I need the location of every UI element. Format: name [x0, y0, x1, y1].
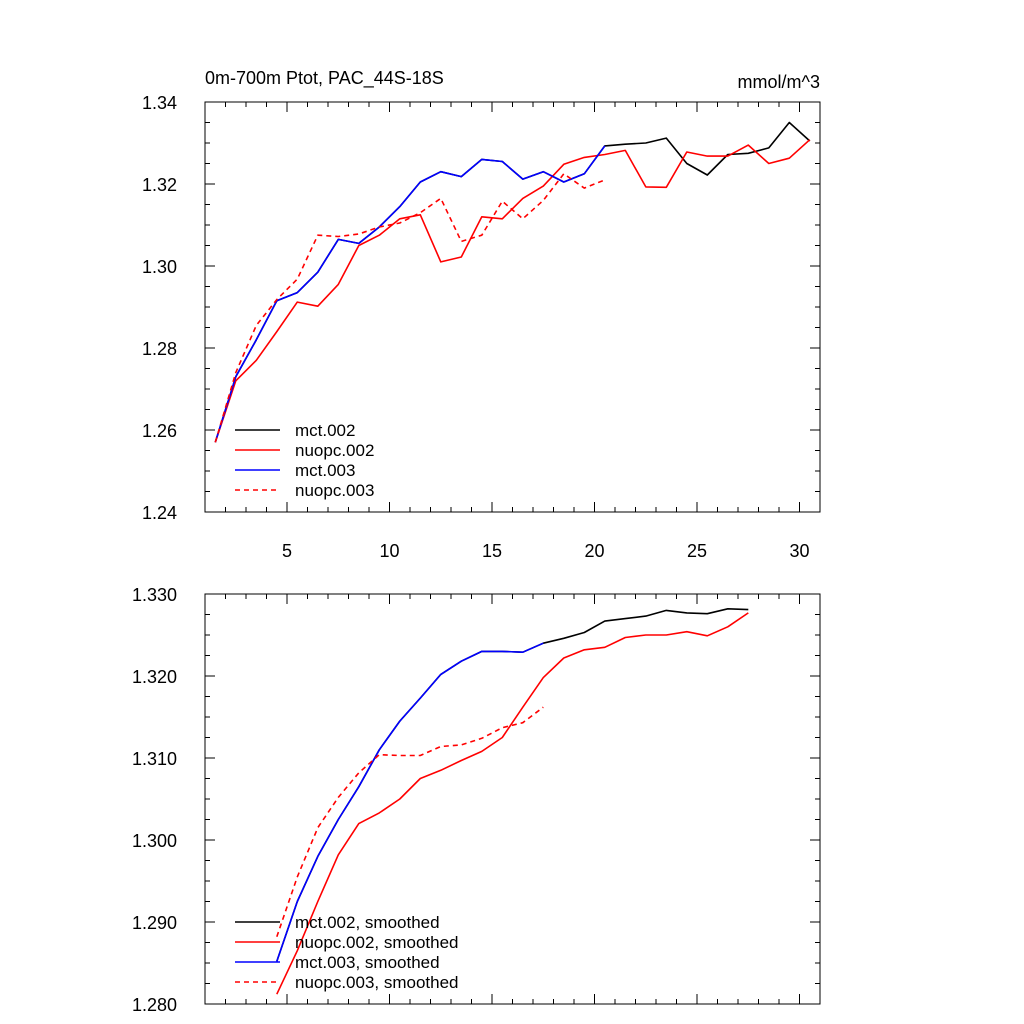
- legend-label: mct.002, smoothed: [295, 913, 440, 932]
- y-tick-label: 1.330: [132, 585, 177, 605]
- chart-panel-1: 5 10 15 20 25 30 1.24 1.26 1.28 1.30 1.32 1.34 0m-70…: [142, 68, 821, 561]
- legend-label: mct.003: [295, 461, 355, 480]
- y-tick-label: 1.26: [142, 421, 177, 441]
- legend-label: mct.002: [295, 421, 355, 440]
- y-tick-label: 1.280: [132, 995, 177, 1015]
- series-line-3: [214, 145, 606, 443]
- legend-label: nuopc.003, smoothed: [295, 973, 459, 992]
- y-tick-label: 1.290: [132, 913, 177, 933]
- y-tick-label: 1.310: [132, 749, 177, 769]
- legend-label: mct.003, smoothed: [295, 953, 440, 972]
- y-tick-label: 1.24: [142, 503, 177, 523]
- series-line-1: [276, 607, 749, 962]
- y-tick-label: 1.34: [142, 93, 177, 113]
- legend-label: nuopc.002: [295, 441, 374, 460]
- x-tick-label: 10: [379, 541, 399, 561]
- series-line-4: [214, 173, 606, 443]
- x-tick-label: 5: [282, 541, 292, 561]
- series-line-2: [276, 612, 749, 995]
- series-line-4: [276, 706, 544, 938]
- x-tick-label: 15: [482, 541, 502, 561]
- x-tick-label: 30: [789, 541, 809, 561]
- x-tick-label: 20: [584, 541, 604, 561]
- y-tick-label: 1.300: [132, 831, 177, 851]
- chart-panel-2: 1.280 1.290 1.300 1.310 1.320 1.330 mct.002, s…: [132, 585, 821, 1015]
- chart-units: mmol/m^3: [738, 72, 820, 92]
- y-tick-label: 1.32: [142, 175, 177, 195]
- series-line-2: [214, 139, 811, 443]
- y-tick-label: 1.30: [142, 257, 177, 277]
- series-line-3: [276, 642, 544, 962]
- y-tick-label: 1.320: [132, 667, 177, 687]
- legend-label: nuopc.003: [295, 481, 374, 500]
- legend-label: nuopc.002, smoothed: [295, 933, 459, 952]
- x-tick-label: 25: [687, 541, 707, 561]
- chart-title: 0m-700m Ptot, PAC_44S-18S: [205, 68, 444, 89]
- y-tick-label: 1.28: [142, 339, 177, 359]
